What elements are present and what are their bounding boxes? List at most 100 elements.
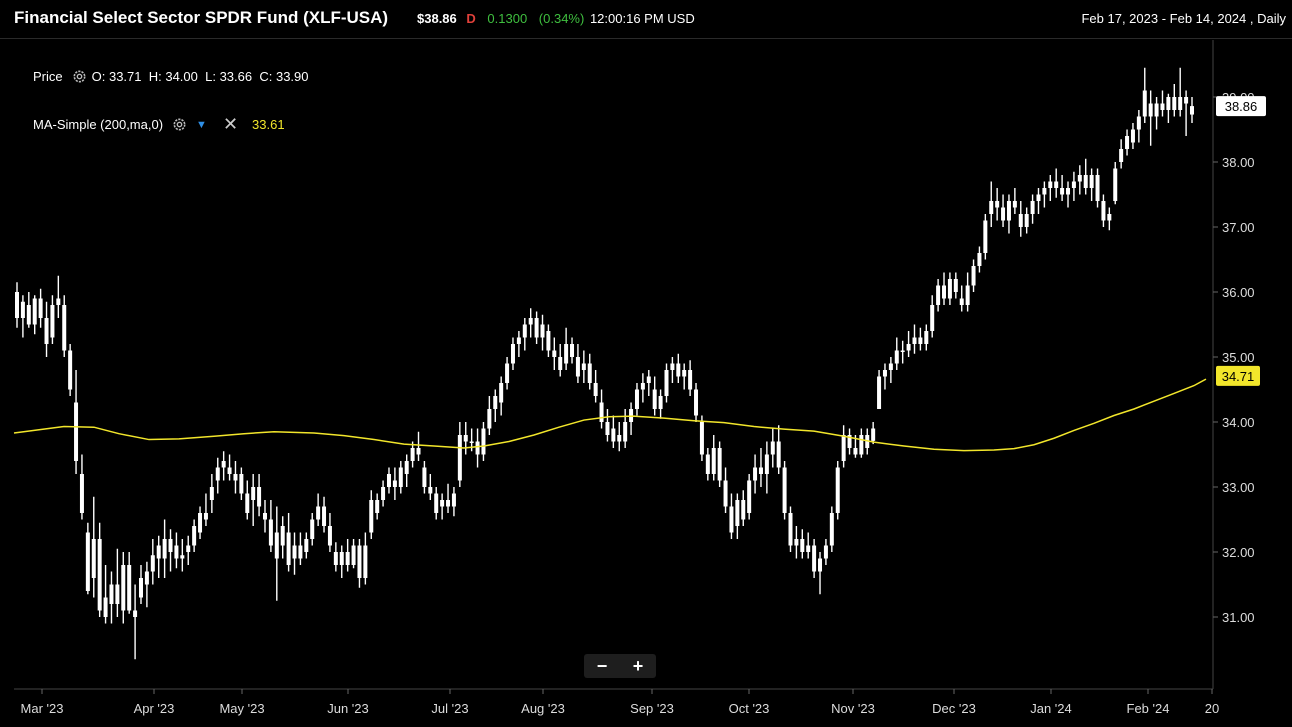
ohlc-bar: [333, 542, 338, 572]
ohlc-bar: [198, 506, 203, 539]
ohlc-bar: [829, 506, 834, 552]
close-icon[interactable]: ✕: [222, 114, 239, 134]
ohlc-bar: [351, 539, 356, 569]
y-tick-label: 37.00: [1222, 220, 1255, 235]
ohlc-bar: [68, 344, 73, 396]
ohlc-bar: [1148, 90, 1153, 146]
ohlc-bar: [133, 584, 138, 660]
ohlc-bar: [392, 467, 397, 500]
x-tick-label: Apr '23: [134, 701, 175, 716]
ohlc-bar: [233, 461, 238, 494]
ohlc-bar: [723, 467, 728, 513]
ohlc-bar: [215, 457, 220, 494]
ohlc-bar: [1089, 168, 1094, 201]
delay-flag: D: [466, 11, 476, 26]
ohlc-bar: [806, 532, 811, 559]
ohlc-bar: [623, 409, 628, 448]
ohlc-bar: [434, 487, 439, 520]
ma-tag-box: [1216, 365, 1260, 386]
ohlc-bar: [711, 435, 716, 481]
ohlc-bar: [15, 282, 19, 328]
ohlc-bar: [463, 422, 468, 455]
ohlc-bar: [676, 353, 681, 383]
ohlc-bar: [1130, 123, 1135, 149]
ohlc-bar: [995, 188, 1000, 221]
ohlc-bar: [1190, 97, 1194, 123]
ohlc-bar: [611, 415, 616, 448]
close-value: C: 33.90: [259, 69, 309, 84]
ohlc-bar: [1083, 158, 1088, 195]
ohlc-bar: [516, 331, 521, 357]
ohlc-bar: [900, 340, 905, 364]
ohlc-bar: [1178, 67, 1183, 117]
ohlc-bar: [912, 324, 917, 354]
ohlc-bar: [209, 474, 214, 513]
ohlc-bar: [1001, 194, 1006, 227]
ohlc-bar: [262, 500, 267, 533]
gear-icon[interactable]: [171, 116, 188, 133]
ohlc-bar: [930, 295, 935, 338]
date-range[interactable]: Feb 17, 2023 - Feb 14, 2024 , Daily: [1081, 11, 1286, 26]
ohlc-bar: [292, 532, 297, 575]
ohlc-bar: [540, 314, 545, 351]
ohlc-bar: [788, 506, 793, 552]
ohlc-bar: [56, 275, 61, 318]
ohlc-bar: [882, 363, 887, 390]
zoom-controls: − +: [584, 654, 656, 678]
last-price: $38.86: [417, 11, 457, 26]
ohlc-bar: [818, 552, 823, 595]
ohlc-bar: [1142, 67, 1147, 123]
ohlc-bar: [664, 363, 669, 403]
ohlc-bar: [629, 402, 634, 435]
ohlc-bar: [487, 396, 492, 435]
ohlc-bar: [918, 327, 923, 351]
ohlc-bar: [906, 331, 911, 357]
ohlc-bar: [180, 539, 185, 572]
ohlc-bar: [558, 344, 563, 377]
ohlc-bar: [599, 389, 604, 429]
header-bar: Financial Select Sector SPDR Fund (XLF-U…: [0, 0, 1292, 39]
ohlc-bar: [109, 571, 114, 624]
quote-row: $38.86 D 0.1300 (0.34%) 12:00:16 PM USD: [417, 11, 695, 26]
ohlc-bar: [44, 301, 49, 357]
ohlc-bar: [989, 181, 994, 227]
last-price-tag: 38.86: [1225, 99, 1258, 114]
ma-legend-value: 33.61: [252, 117, 285, 132]
ohlc-bar: [440, 493, 445, 520]
ohlc-bar: [871, 422, 876, 445]
ohlc-bar: [481, 422, 486, 461]
ohlc-bar: [239, 467, 244, 500]
zoom-out-button[interactable]: −: [596, 656, 608, 676]
ohlc-bar: [1024, 207, 1029, 234]
ohlc-bar: [505, 357, 510, 390]
ohlc-bar: [747, 474, 752, 520]
y-tick-label: 35.00: [1222, 350, 1255, 365]
ohlc-bar: [1113, 162, 1118, 205]
x-tick-label: Jul '23: [431, 701, 468, 716]
ohlc-bar: [1071, 171, 1076, 201]
ohlc-bar: [776, 425, 781, 474]
chevron-down-icon[interactable]: ▼: [196, 118, 207, 131]
ohlc-bar: [357, 539, 362, 588]
ohlc-bar: [156, 535, 161, 578]
ohlc-bar: [699, 415, 704, 461]
ohlc-bar: [552, 337, 557, 370]
zoom-in-button[interactable]: +: [632, 656, 644, 676]
ohlc-bar: [587, 353, 592, 390]
ohlc-bar: [528, 308, 533, 338]
ohlc-bar: [150, 539, 155, 585]
ohlc-bar: [1066, 181, 1071, 208]
ohlc-bar: [1119, 139, 1124, 169]
ohlc-bar: [570, 337, 575, 364]
ohlc-bar: [257, 474, 262, 517]
gear-icon[interactable]: [71, 68, 88, 85]
ohlc-bar: [97, 522, 102, 617]
ohlc-bar: [310, 513, 315, 546]
ohlc-bar: [564, 327, 569, 370]
ohlc-bar: [877, 370, 882, 409]
price-change: 0.1300: [487, 11, 528, 26]
ohlc-bar: [186, 535, 191, 565]
quote-time: 12:00:16 PM USD: [589, 11, 695, 26]
ohlc-bar: [617, 422, 622, 452]
